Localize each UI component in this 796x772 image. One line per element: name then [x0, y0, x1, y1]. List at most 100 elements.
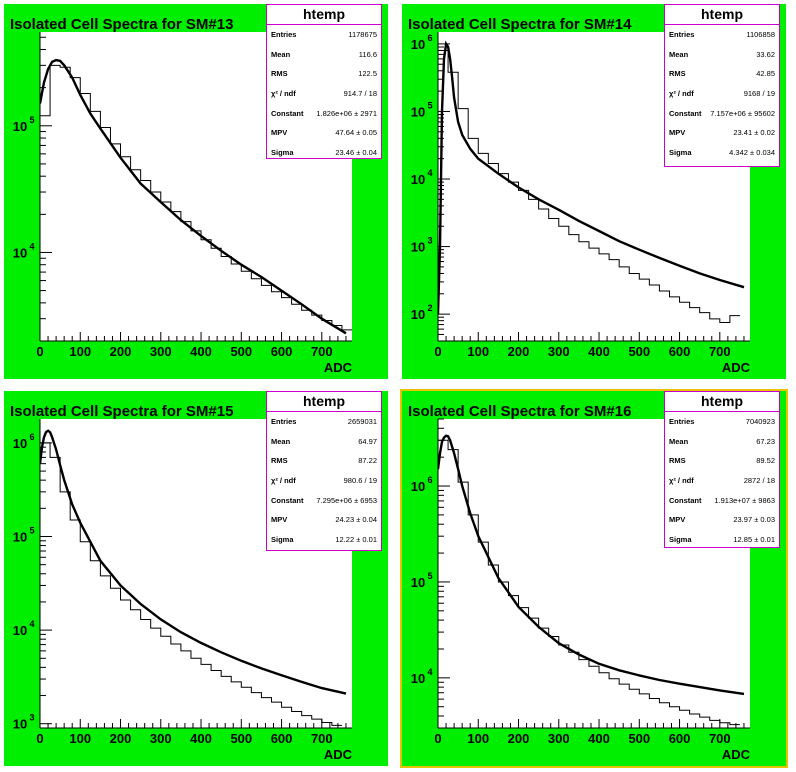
- stats-value: 7.157e+06 ± 95602: [710, 108, 775, 118]
- y-tick-label: 10: [13, 717, 27, 732]
- stats-row: χ² / ndf 914.7 / 18: [267, 84, 381, 104]
- stats-row: Entries 1178675: [267, 25, 381, 45]
- stats-label: MPV: [669, 515, 686, 525]
- y-tick-exponent: 4: [427, 667, 432, 677]
- panel-title: Isolated Cell Spectra for SM#15: [10, 403, 234, 420]
- stats-label: Entries: [669, 30, 695, 39]
- y-tick-label: 10: [411, 240, 425, 255]
- x-tick-label: 0: [36, 731, 43, 746]
- y-tick-exponent: 3: [427, 236, 432, 246]
- stats-value: 116.6: [358, 49, 377, 59]
- x-tick-label: 300: [548, 731, 570, 746]
- stats-label: Constant: [271, 108, 304, 118]
- stats-row: Entries 2659031: [267, 412, 381, 432]
- stats-row: RMS 87.22: [267, 451, 381, 471]
- x-tick-label: 500: [230, 731, 252, 746]
- panel-sm16: 0 100 200 300 400 500 600 700 ADC 10 4 10 5 10 6 Isola…: [402, 391, 786, 766]
- stats-title: htemp: [267, 5, 381, 25]
- y-tick-label: 10: [411, 575, 425, 590]
- x-axis-label: ADC: [722, 747, 751, 762]
- stats-value: 12.22 ± 0.01: [335, 535, 377, 545]
- stats-row: MPV 23.97 ± 0.03: [665, 510, 779, 530]
- y-tick-label: 10: [411, 37, 425, 52]
- y-tick-exponent: 5: [427, 100, 432, 110]
- y-tick-label: 10: [13, 436, 27, 451]
- stats-label: Sigma: [271, 535, 294, 545]
- stats-row: Constant 7.157e+06 ± 95602: [665, 104, 779, 124]
- stats-value: 87.22: [358, 456, 377, 466]
- stats-label: Mean: [271, 49, 291, 59]
- stats-label: Entries: [271, 30, 297, 39]
- y-tick-exponent: 6: [29, 432, 34, 442]
- panel-sm15: 0 100 200 300 400 500 600 700 ADC 10 3 10 4 10 5 10 6 Is…: [4, 391, 388, 766]
- stats-row: Mean 33.62: [665, 45, 779, 65]
- stats-box: htemp Entries 7040923 Mean 67.23 RMS 89.52 χ² /…: [664, 391, 780, 548]
- y-tick-label: 10: [13, 245, 27, 260]
- y-tick-exponent: 4: [427, 168, 432, 178]
- x-tick-label: 0: [434, 731, 441, 746]
- y-tick-exponent: 4: [29, 619, 34, 629]
- stats-value: 1106858: [746, 30, 775, 39]
- x-tick-label: 600: [271, 344, 293, 359]
- stats-box: htemp Entries 1178675 Mean 116.6 RMS 122.5 χ² /…: [266, 4, 382, 159]
- stats-value: 7.295e+06 ± 6953: [316, 495, 377, 505]
- x-tick-label: 200: [110, 731, 132, 746]
- stats-value: 980.6 / 19: [343, 476, 377, 486]
- stats-value: 23.97 ± 0.03: [733, 515, 775, 525]
- x-axis-label: ADC: [324, 360, 353, 375]
- stats-title: htemp: [665, 392, 779, 412]
- x-tick-label: 300: [150, 731, 172, 746]
- y-tick-label: 10: [411, 104, 425, 119]
- stats-title: htemp: [665, 5, 779, 25]
- stats-value: 122.5: [358, 69, 377, 79]
- y-tick-label: 10: [411, 479, 425, 494]
- stats-value: 1.826e+06 ± 2971: [316, 108, 377, 118]
- stats-value: 9168 / 19: [743, 89, 775, 99]
- stats-value: 23.41 ± 0.02: [733, 128, 775, 138]
- stats-row: Sigma 12.85 ± 0.01: [665, 530, 779, 547]
- stats-row: MPV 24.23 ± 0.04: [267, 510, 381, 530]
- stats-label: χ² / ndf: [271, 476, 296, 486]
- stats-label: Constant: [271, 495, 304, 505]
- stats-value: 64.97: [358, 436, 377, 446]
- fit-curve: [40, 429, 347, 695]
- x-tick-label: 600: [669, 344, 691, 359]
- x-axis-label: ADC: [324, 747, 353, 762]
- x-tick-label: 600: [271, 731, 293, 746]
- stats-label: Mean: [669, 49, 689, 59]
- stats-row: RMS 122.5: [267, 64, 381, 84]
- x-tick-label: 400: [190, 731, 212, 746]
- stats-row: Mean 116.6: [267, 45, 381, 65]
- stats-label: Mean: [669, 436, 689, 446]
- stats-label: MPV: [271, 128, 288, 138]
- x-tick-label: 500: [230, 344, 252, 359]
- x-tick-label: 700: [311, 344, 333, 359]
- y-tick-exponent: 4: [29, 241, 34, 251]
- x-tick-label: 700: [709, 344, 731, 359]
- stats-label: MPV: [271, 515, 288, 525]
- stats-label: Constant: [669, 108, 702, 118]
- stats-row: RMS 89.52: [665, 451, 779, 471]
- stats-label: Mean: [271, 436, 291, 446]
- stats-row: Entries 1106858: [665, 25, 779, 45]
- x-tick-label: 600: [669, 731, 691, 746]
- fit-curve: [438, 434, 745, 696]
- stats-title: htemp: [267, 392, 381, 412]
- x-tick-label: 400: [190, 344, 212, 359]
- stats-label: RMS: [271, 69, 288, 79]
- stats-value: 12.85 ± 0.01: [733, 535, 775, 545]
- stats-row: MPV 47.64 ± 0.05: [267, 123, 381, 143]
- x-tick-label: 700: [311, 731, 333, 746]
- stats-label: Sigma: [271, 148, 294, 158]
- x-tick-label: 100: [467, 731, 489, 746]
- stats-row: Constant 1.826e+06 ± 2971: [267, 104, 381, 124]
- x-tick-label: 500: [628, 731, 650, 746]
- stats-label: χ² / ndf: [271, 89, 296, 99]
- x-tick-label: 100: [467, 344, 489, 359]
- x-tick-label: 400: [588, 344, 610, 359]
- stats-value: 42.85: [756, 69, 775, 79]
- y-tick-exponent: 3: [29, 713, 34, 723]
- stats-value: 7040923: [745, 417, 775, 426]
- stats-label: Entries: [669, 417, 695, 426]
- stats-row: Entries 7040923: [665, 412, 779, 432]
